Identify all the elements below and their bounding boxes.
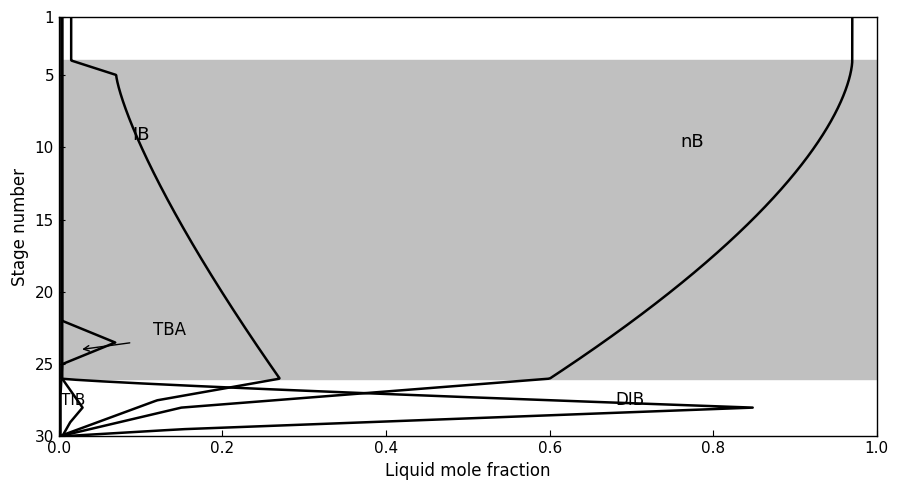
Text: nB: nB xyxy=(680,133,704,151)
X-axis label: Liquid mole fraction: Liquid mole fraction xyxy=(385,462,551,480)
Text: TIB: TIB xyxy=(61,393,86,408)
Y-axis label: Stage number: Stage number xyxy=(11,168,29,286)
Bar xyxy=(58,60,877,379)
Text: DIB: DIB xyxy=(615,391,644,409)
Text: TBA: TBA xyxy=(153,321,186,339)
Text: IB: IB xyxy=(132,126,150,144)
